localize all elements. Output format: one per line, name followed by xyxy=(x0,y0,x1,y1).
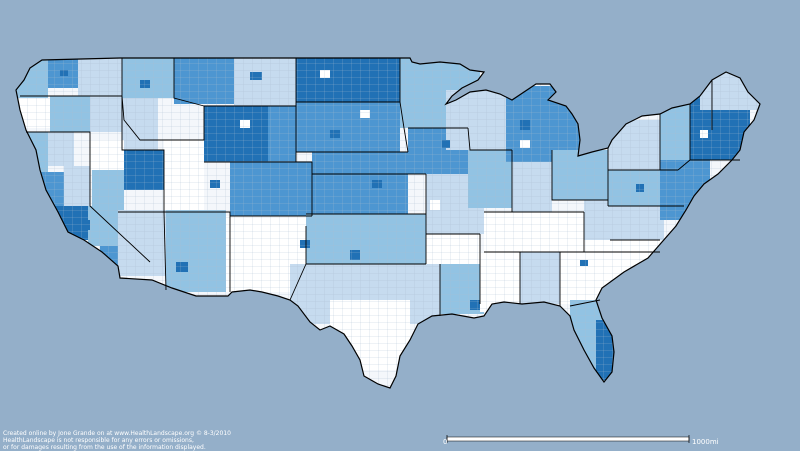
credit-line-1: Created online by Jone Grande on at www.… xyxy=(3,430,231,437)
credit-line-2: HealthLandscape is not responsible for a… xyxy=(3,437,194,444)
scale-bar: 0 1000mi xyxy=(443,435,719,446)
scale-bar-max-label: 1000mi xyxy=(692,438,719,446)
state-borders xyxy=(15,57,761,389)
scale-bar-min-label: 0 xyxy=(443,438,447,446)
scale-bar-track xyxy=(446,436,690,442)
